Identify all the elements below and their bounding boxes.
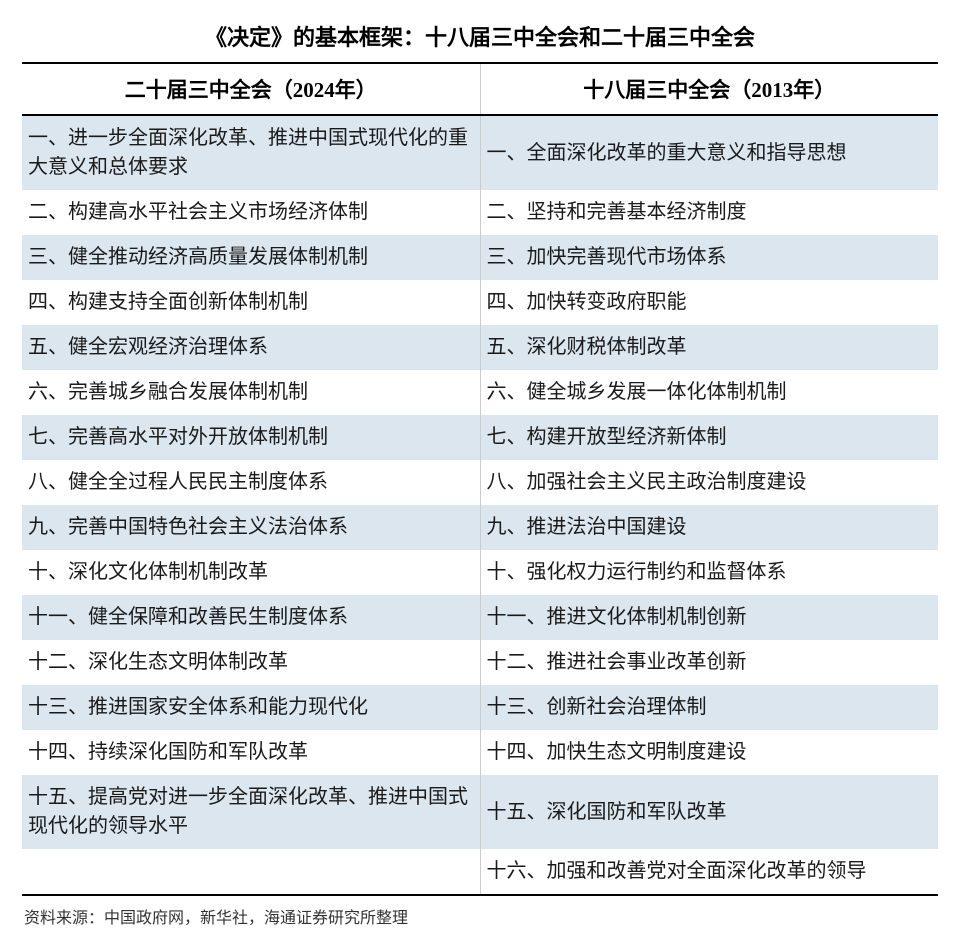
table-cell-right: 三、加快完善现代市场体系 [481,235,939,280]
table-row: 十二、深化生态文明体制改革十二、推进社会事业改革创新 [22,640,938,685]
column-header-left: 二十届三中全会（2024年） [22,64,481,114]
column-header-right: 十八届三中全会（2013年） [481,64,939,114]
table-row: 十五、提高党对进一步全面深化改革、推进中国式现代化的领导水平十五、深化国防和军队… [22,775,938,849]
table-cell-right: 七、构建开放型经济新体制 [481,415,939,460]
table-row: 十四、持续深化国防和军队改革十四、加快生态文明制度建设 [22,730,938,775]
table-cell-left: 十一、健全保障和改善民生制度体系 [22,595,481,640]
table-cell-right: 二、坚持和完善基本经济制度 [481,190,939,235]
table-row: 五、健全宏观经济治理体系五、深化财税体制改革 [22,325,938,370]
table-cell-right: 十六、加强和改善党对全面深化改革的领导 [481,849,939,894]
table-row: 九、完善中国特色社会主义法治体系九、推进法治中国建设 [22,505,938,550]
table-row: 十、深化文化体制机制改革十、强化权力运行制约和监督体系 [22,550,938,595]
table-cell-left: 二、构建高水平社会主义市场经济体制 [22,190,481,235]
table-cell-left: 十四、持续深化国防和军队改革 [22,730,481,775]
table-row: 一、进一步全面深化改革、推进中国式现代化的重大意义和总体要求一、全面深化改革的重… [22,116,938,190]
comparison-table: 《决定》的基本框架：十八届三中全会和二十届三中全会 二十届三中全会（2024年）… [22,12,938,928]
table-cell-right: 六、健全城乡发展一体化体制机制 [481,370,939,415]
table-cell-right: 十五、深化国防和军队改革 [481,775,939,849]
table-cell-right: 一、全面深化改革的重大意义和指导思想 [481,116,939,190]
table-row: 八、健全全过程人民民主制度体系八、加强社会主义民主政治制度建设 [22,460,938,505]
table-cell-left: 十五、提高党对进一步全面深化改革、推进中国式现代化的领导水平 [22,775,481,849]
table-cell-right: 十二、推进社会事业改革创新 [481,640,939,685]
table-cell-right: 五、深化财税体制改革 [481,325,939,370]
table-cell-left: 三、健全推动经济高质量发展体制机制 [22,235,481,280]
table-row: 六、完善城乡融合发展体制机制六、健全城乡发展一体化体制机制 [22,370,938,415]
table-row: 十六、加强和改善党对全面深化改革的领导 [22,849,938,896]
table-row: 十三、推进国家安全体系和能力现代化十三、创新社会治理体制 [22,685,938,730]
table-cell-left: 四、构建支持全面创新体制机制 [22,280,481,325]
table-cell-left: 十三、推进国家安全体系和能力现代化 [22,685,481,730]
table-cell-right: 九、推进法治中国建设 [481,505,939,550]
table-cell-left: 七、完善高水平对外开放体制机制 [22,415,481,460]
table-cell-right: 八、加强社会主义民主政治制度建设 [481,460,939,505]
table-cell-right: 十三、创新社会治理体制 [481,685,939,730]
table-cell-left: 十、深化文化体制机制改革 [22,550,481,595]
table-row: 七、完善高水平对外开放体制机制七、构建开放型经济新体制 [22,415,938,460]
table-cell-right: 十、强化权力运行制约和监督体系 [481,550,939,595]
table-row: 四、构建支持全面创新体制机制四、加快转变政府职能 [22,280,938,325]
table-cell-left: 八、健全全过程人民民主制度体系 [22,460,481,505]
table-cell-left: 六、完善城乡融合发展体制机制 [22,370,481,415]
table-row: 三、健全推动经济高质量发展体制机制三、加快完善现代市场体系 [22,235,938,280]
table-cell-right: 十四、加快生态文明制度建设 [481,730,939,775]
table-cell-right: 十一、推进文化体制机制创新 [481,595,939,640]
table-cell-left: 五、健全宏观经济治理体系 [22,325,481,370]
table-row: 二、构建高水平社会主义市场经济体制二、坚持和完善基本经济制度 [22,190,938,235]
table-title: 《决定》的基本框架：十八届三中全会和二十届三中全会 [22,12,938,64]
table-body: 一、进一步全面深化改革、推进中国式现代化的重大意义和总体要求一、全面深化改革的重… [22,116,938,896]
table-row: 十一、健全保障和改善民生制度体系十一、推进文化体制机制创新 [22,595,938,640]
table-cell-right: 四、加快转变政府职能 [481,280,939,325]
table-cell-left: 十二、深化生态文明体制改革 [22,640,481,685]
table-cell-left: 一、进一步全面深化改革、推进中国式现代化的重大意义和总体要求 [22,116,481,190]
table-cell-left [22,849,481,894]
table-cell-left: 九、完善中国特色社会主义法治体系 [22,505,481,550]
table-header-row: 二十届三中全会（2024年） 十八届三中全会（2013年） [22,64,938,116]
source-note: 资料来源：中国政府网，新华社，海通证券研究所整理 [22,896,938,928]
